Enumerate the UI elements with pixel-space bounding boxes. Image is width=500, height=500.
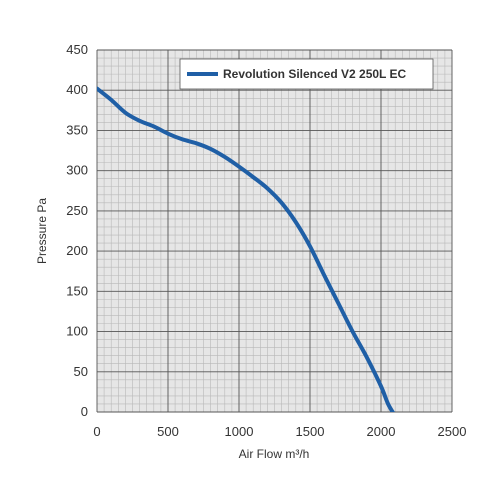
y-tick-label: 300 [66, 163, 88, 178]
y-tick-label: 0 [81, 404, 88, 419]
x-axis-title: Air Flow m³/h [239, 447, 310, 461]
legend-box [179, 58, 434, 90]
major-grid [96, 49, 453, 413]
y-axis-title: Pressure Pa [35, 198, 49, 264]
x-tick-label: 1000 [225, 424, 254, 439]
legend: Revolution Silenced V2 250L EC [179, 58, 434, 90]
y-tick-label: 400 [66, 82, 88, 97]
y-tick-label: 150 [66, 283, 88, 298]
x-tick-label: 1500 [296, 424, 325, 439]
y-tick-label: 100 [66, 324, 88, 339]
x-tick-label: 2000 [367, 424, 396, 439]
y-tick-label: 450 [66, 42, 88, 57]
x-tick-label: 2500 [438, 424, 467, 439]
legend-label: Revolution Silenced V2 250L EC [223, 67, 407, 81]
x-tick-label: 0 [93, 424, 100, 439]
series-line-0 [97, 86, 396, 412]
y-tick-label: 250 [66, 203, 88, 218]
x-axis-ticks: 0 500 1000 1500 2000 2500 [93, 424, 466, 439]
y-tick-label: 200 [66, 243, 88, 258]
series-layer [97, 86, 396, 412]
y-axis-ticks: 0 50 100 150 200 250 300 350 400 450 [66, 42, 88, 419]
x-tick-label: 500 [157, 424, 179, 439]
minor-grid [97, 50, 452, 412]
y-tick-label: 50 [74, 364, 88, 379]
y-tick-label: 350 [66, 122, 88, 137]
